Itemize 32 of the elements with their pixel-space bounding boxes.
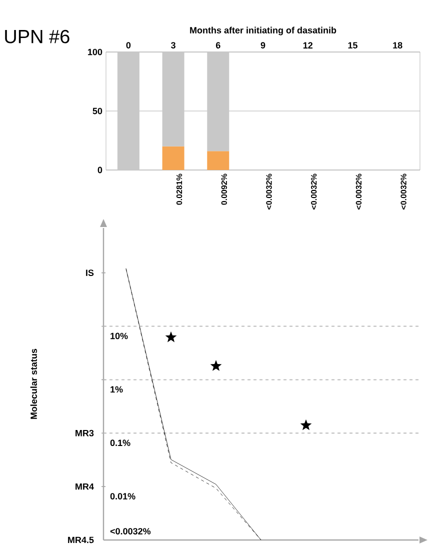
x-tick-label: 6 (216, 42, 220, 48)
y-tick-label: 0.01% (110, 493, 136, 500)
text: <0.0032% (266, 174, 272, 210)
y-tick-label: 1% (110, 386, 123, 393)
y-tick-label: 0.1% (110, 440, 130, 446)
y-tick-label: 50 (92, 108, 102, 114)
x-tick-label: 12 (303, 42, 312, 48)
x-tick-label: 15 (348, 42, 358, 48)
bar (117, 52, 140, 170)
text: MR3 (76, 430, 94, 436)
text: <0.0032% (356, 174, 362, 210)
text: <0.0032% (400, 174, 406, 210)
bar (162, 52, 184, 146)
text: <0.0032% (311, 174, 317, 210)
annotation: <0.0032% (110, 528, 151, 534)
x-axis-title: Months after initiating of dasatinib (190, 26, 336, 36)
text: IS (86, 270, 94, 276)
bar (207, 52, 230, 152)
y-tick-label: 0 (98, 166, 102, 174)
x-tick-label: 18 (393, 42, 402, 48)
x-tick-label: 3 (170, 42, 176, 48)
x-tick-label: 9 (260, 42, 266, 48)
y-tick-label: 10% (110, 332, 128, 340)
bar (162, 146, 184, 170)
text: MR4 (76, 483, 94, 490)
y-axis-title: Molecular status (30, 348, 37, 419)
y-tick-label: 100 (88, 48, 102, 56)
chart-title: UPN #6 (5, 30, 70, 44)
text: MR4.5 (68, 536, 94, 544)
text: 0.0281% (176, 174, 182, 205)
text: 0.0092% (221, 174, 227, 205)
bar (207, 151, 230, 170)
